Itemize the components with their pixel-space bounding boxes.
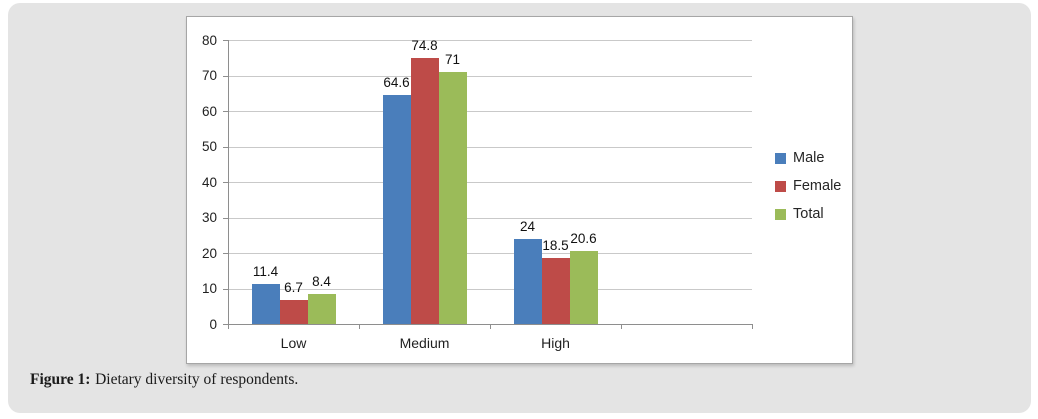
y-axis-tick-label: 50	[201, 139, 217, 154]
legend-label: Total	[793, 206, 824, 222]
figure-caption-text: Dietary diversity of respondents.	[95, 371, 299, 388]
bar-data-label: 6.7	[284, 280, 303, 296]
x-axis-tick	[228, 325, 229, 329]
figure-caption-label: Figure 1:	[30, 371, 91, 388]
y-axis-line	[228, 40, 229, 324]
bar-male-low	[251, 283, 280, 324]
bar-data-label: 74.8	[411, 38, 438, 54]
y-axis-tick-label: 60	[201, 103, 217, 119]
x-axis-tick	[752, 325, 753, 329]
y-axis-tick-label: 40	[201, 174, 217, 190]
bar-total-low	[307, 294, 336, 324]
legend-label: Male	[793, 150, 825, 166]
legend-swatch-female	[775, 180, 786, 192]
y-axis-tick	[223, 111, 228, 112]
y-axis-tick-label: 0	[209, 316, 217, 332]
y-axis-tick	[223, 217, 228, 219]
gridline	[228, 182, 752, 183]
x-axis-tick	[490, 325, 491, 329]
gridline	[228, 40, 752, 41]
bar-data-label: 11.4	[252, 263, 279, 279]
gridline	[228, 253, 752, 254]
gridline	[228, 288, 752, 290]
y-axis-tick	[223, 288, 228, 290]
bar-total-medium	[438, 71, 467, 324]
figure-caption: Figure 1: Dietary diversity of respondent…	[30, 371, 298, 389]
gridline	[228, 146, 752, 148]
y-axis-tick-label: 10	[201, 281, 217, 296]
legend-label: Female	[793, 178, 842, 194]
x-axis-tick	[621, 325, 622, 329]
legend-swatch-male	[775, 152, 786, 164]
y-axis-tick-label: 70	[201, 68, 217, 83]
legend-item-female: Female	[775, 178, 841, 194]
bar-chart-panel: Male Female Total 0 10 20 30 40 50 60 70 80 11.4 6.7…	[186, 16, 853, 364]
y-axis-tick	[223, 146, 228, 148]
chart-legend: Male Female Total	[775, 150, 841, 222]
y-axis-tick	[223, 40, 228, 41]
y-axis-tick	[223, 253, 228, 254]
gridline	[228, 111, 752, 112]
x-axis-line	[228, 324, 753, 325]
x-axis-category-label: Medium	[399, 335, 450, 351]
y-axis-tick-label: 30	[201, 210, 217, 225]
bar-male-medium	[382, 94, 411, 324]
bar-data-label: 64.6	[383, 74, 410, 90]
x-axis-tick	[359, 325, 360, 329]
x-axis-category-label: Low	[280, 335, 307, 351]
bar-total-high	[569, 250, 598, 324]
figure-card: Male Female Total 0 10 20 30 40 50 60 70 80 11.4 6.7…	[8, 3, 1031, 413]
y-axis-tick	[223, 324, 228, 325]
bar-female-low	[279, 300, 308, 324]
y-axis-tick	[223, 75, 228, 77]
bar-data-label: 24	[519, 218, 536, 234]
bar-female-medium	[410, 58, 439, 324]
gridline	[228, 75, 752, 77]
bar-male-high	[513, 238, 542, 324]
bar-female-high	[541, 258, 570, 324]
bar-data-label: 8.4	[312, 274, 331, 290]
x-axis-category-label: High	[541, 335, 570, 351]
bar-data-label: 20.6	[570, 230, 597, 246]
gridline	[228, 217, 752, 219]
y-axis-tick-label: 80	[201, 32, 217, 48]
legend-item-total: Total	[775, 206, 841, 222]
legend-swatch-total	[775, 208, 786, 220]
bar-data-label: 71	[444, 51, 461, 67]
legend-item-male: Male	[775, 150, 841, 166]
y-axis-tick	[223, 182, 228, 183]
y-axis-tick-label: 20	[201, 245, 217, 261]
bar-data-label: 18.5	[542, 238, 569, 254]
